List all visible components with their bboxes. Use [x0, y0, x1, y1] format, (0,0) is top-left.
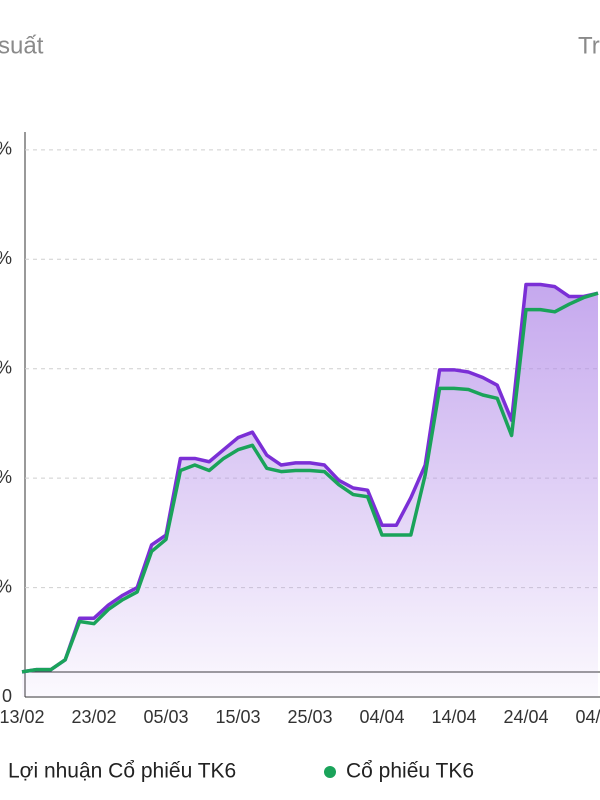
- legend-marker: [324, 766, 336, 778]
- y-tick-label: %: [0, 357, 12, 377]
- y-tick-label: %: [0, 576, 12, 596]
- y-tick-label: 0: [2, 686, 12, 706]
- y-tick-label: %: [0, 248, 12, 268]
- line: [21, 282, 599, 674]
- x-tick-label: 13/02: [0, 707, 45, 727]
- x-tick-label: 15/03: [215, 707, 260, 727]
- x-tick-label: 04/04: [359, 707, 404, 727]
- y-tick-label: %: [0, 139, 12, 159]
- x-tick-label: 24/04: [503, 707, 548, 727]
- legend-label: Lợi nhuận Cổ phiếu TK6: [8, 760, 236, 783]
- y-tick-label: %: [0, 467, 12, 487]
- area: [22, 284, 598, 697]
- tab-label[interactable]: suất: [0, 32, 44, 59]
- x-tick-label: 04/05: [575, 707, 600, 727]
- line: [21, 291, 599, 674]
- x-tick-label: 23/02: [71, 707, 116, 727]
- x-tick-label: 14/04: [431, 707, 476, 727]
- legend-label: Cổ phiếu TK6: [346, 760, 474, 783]
- x-tick-label: 25/03: [287, 707, 332, 727]
- x-tick-label: 05/03: [143, 707, 188, 727]
- tab-label[interactable]: Tr: [578, 32, 600, 59]
